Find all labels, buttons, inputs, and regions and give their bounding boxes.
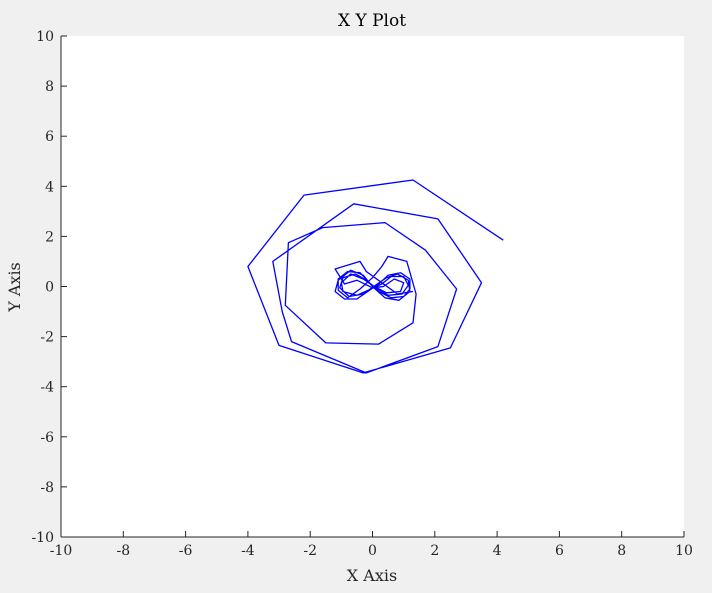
y-tick-label: 0	[45, 280, 54, 296]
chart-title: X Y Plot	[338, 11, 406, 31]
y-tick-label: 2	[45, 229, 54, 245]
x-tick-label: -6	[179, 543, 193, 559]
x-tick-label: 8	[617, 543, 626, 559]
series-line-0	[247, 179, 504, 374]
x-tick-label: -10	[50, 543, 73, 559]
y-tick-label: -8	[40, 480, 54, 496]
x-tick-label: 0	[368, 543, 377, 559]
y-tick-label: -10	[31, 530, 54, 546]
y-tick-label: -4	[40, 380, 54, 396]
x-tick-label: -8	[116, 543, 130, 559]
y-tick-label: 10	[36, 29, 54, 45]
y-tick-label: 4	[45, 179, 54, 195]
x-tick-label: -2	[303, 543, 317, 559]
y-tick-label: 6	[45, 129, 54, 145]
x-tick-label: 4	[493, 543, 502, 559]
y-tick-label: -6	[40, 430, 54, 446]
x-tick-label: 10	[675, 543, 693, 559]
x-tick-label: 2	[430, 543, 439, 559]
data-layer	[247, 179, 504, 374]
y-tick-label: -2	[40, 330, 54, 346]
x-axis-label: X Axis	[347, 566, 397, 585]
axes: -10 -8 -6 -4 -2 0 2 4 6 8 10 -10 -8 -6 -4 -2 0 2 4 6 8 10	[31, 29, 692, 559]
y-axis-label: Y Axis	[5, 262, 24, 313]
y-tick-label: 8	[45, 79, 54, 95]
x-tick-label: -4	[241, 543, 255, 559]
x-tick-label: 6	[555, 543, 564, 559]
